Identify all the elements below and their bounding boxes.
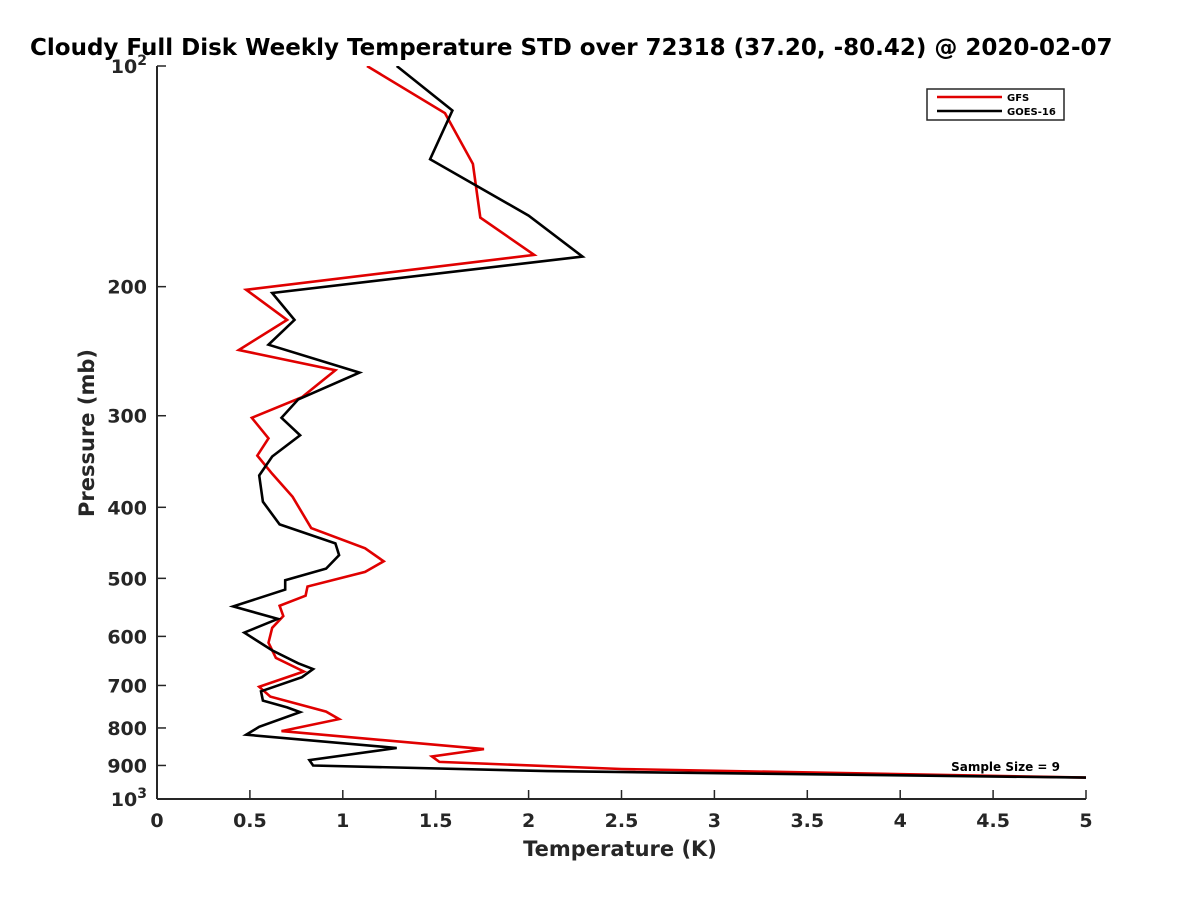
y-axis: 102 200 300 400 500 600 700 800 900 103 — [107, 53, 166, 811]
sample-size-annotation: Sample Size = 9 — [951, 760, 1060, 774]
legend: GFS GOES-16 — [926, 88, 1065, 121]
y-tick-label: 103 — [111, 786, 147, 811]
y-tick-label: 500 — [107, 568, 147, 590]
x-tick-label: 0 — [150, 810, 163, 832]
series-line-goes-16 — [228, 66, 1086, 779]
y-tick-label: 900 — [107, 755, 147, 777]
x-tick-label: 5 — [1079, 810, 1092, 832]
plot-area — [228, 66, 1086, 779]
y-tick-label: 600 — [107, 626, 147, 648]
y-tick-label: 200 — [107, 277, 147, 299]
legend-box — [926, 88, 1065, 121]
x-tick-label: 2 — [522, 810, 535, 832]
x-tick-label: 1 — [336, 810, 349, 832]
series-line-gfs — [235, 66, 1086, 779]
legend-label: GFS — [1007, 93, 1029, 104]
x-axis-label: Temperature (K) — [523, 837, 717, 861]
x-tick-label: 1.5 — [419, 810, 453, 832]
y-axis-label: Pressure (mb) — [75, 349, 99, 517]
x-axis: 0 0.5 1 1.5 2 2.5 3 3.5 4 4.5 5 — [150, 790, 1093, 832]
x-tick-label: 4.5 — [976, 810, 1010, 832]
y-tick-label: 102 — [111, 53, 147, 78]
y-tick-label: 400 — [107, 497, 147, 519]
x-tick-label: 2.5 — [605, 810, 639, 832]
x-tick-label: 0.5 — [233, 810, 267, 832]
chart-title: Cloudy Full Disk Weekly Temperature STD … — [30, 35, 1113, 61]
y-tick-label: 700 — [107, 675, 147, 697]
x-tick-label: 4 — [894, 810, 907, 832]
x-tick-label: 3.5 — [790, 810, 824, 832]
legend-label: GOES-16 — [1007, 107, 1056, 118]
y-tick-label: 800 — [107, 718, 147, 740]
x-tick-label: 3 — [708, 810, 721, 832]
y-tick-label: 300 — [107, 406, 147, 428]
